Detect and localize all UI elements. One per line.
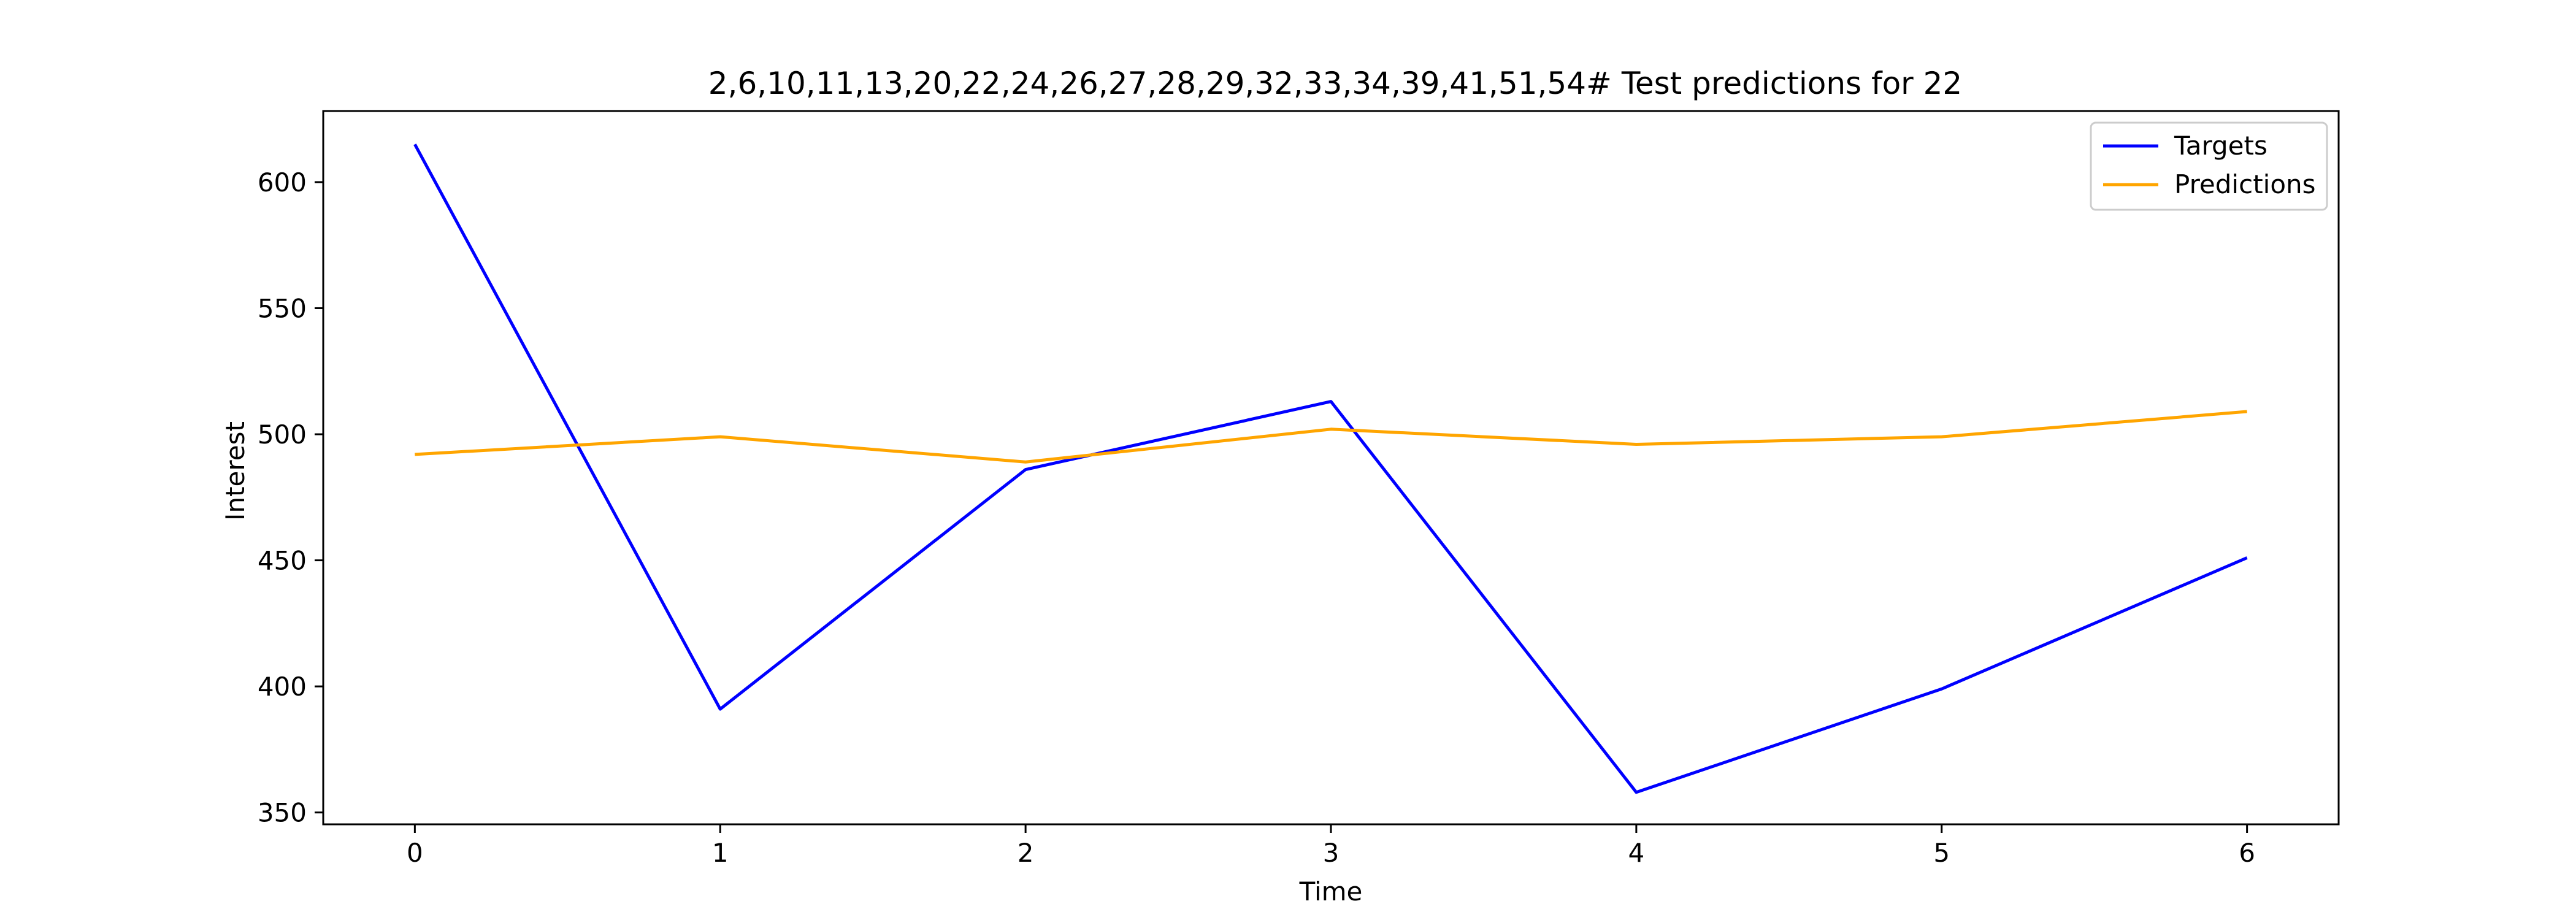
- y-axis-label: Interest: [220, 421, 250, 521]
- x-tick-label: 4: [1628, 838, 1645, 868]
- y-axis-ticks: 350 400 450 500 550 600: [258, 167, 323, 828]
- x-axis-label: Time: [1299, 876, 1363, 907]
- y-tick-label: 450: [258, 546, 307, 576]
- y-tick-label: 350: [258, 798, 307, 828]
- y-tick-label: 600: [258, 167, 307, 197]
- x-axis-ticks: 0 1 2 3 4 5 6: [407, 824, 2255, 868]
- chart-title: 2,6,10,11,13,20,22,24,26,27,28,29,32,33,…: [708, 66, 1963, 101]
- legend-label-predictions: Predictions: [2174, 169, 2316, 199]
- series-line-predictions: [415, 410, 2247, 464]
- legend-label-targets: Targets: [2174, 131, 2267, 161]
- plot-area: [322, 110, 2340, 826]
- legend: Targets Predictions: [2090, 121, 2328, 211]
- x-tick-label: 1: [712, 838, 729, 868]
- y-tick-label: 400: [258, 672, 307, 702]
- x-tick-label: 0: [407, 838, 423, 868]
- x-tick-label: 3: [1323, 838, 1340, 868]
- series-line-targets: [413, 144, 2248, 794]
- y-tick-label: 500: [258, 420, 307, 450]
- series-lines: [413, 144, 2248, 794]
- x-tick-label: 5: [1933, 838, 1950, 868]
- x-tick-label: 2: [1018, 838, 1034, 868]
- y-tick-label: 550: [258, 293, 307, 323]
- x-tick-label: 6: [2239, 838, 2255, 868]
